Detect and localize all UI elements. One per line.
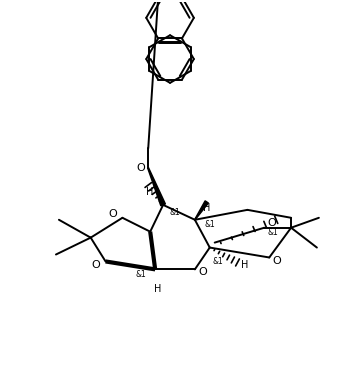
- Text: H: H: [145, 187, 153, 197]
- Text: &1: &1: [136, 270, 147, 279]
- Text: O: O: [91, 260, 100, 270]
- Text: H: H: [203, 203, 210, 213]
- Polygon shape: [195, 201, 209, 220]
- Text: &1: &1: [212, 257, 223, 266]
- Text: &1: &1: [204, 220, 215, 229]
- Text: O: O: [268, 218, 276, 228]
- Text: O: O: [273, 257, 281, 267]
- Text: O: O: [136, 163, 145, 173]
- Text: O: O: [199, 267, 207, 277]
- Polygon shape: [148, 168, 165, 206]
- Text: H: H: [154, 284, 162, 294]
- Text: O: O: [108, 209, 117, 219]
- Text: &1: &1: [268, 228, 279, 237]
- Text: &1: &1: [170, 208, 181, 217]
- Text: H: H: [241, 260, 248, 270]
